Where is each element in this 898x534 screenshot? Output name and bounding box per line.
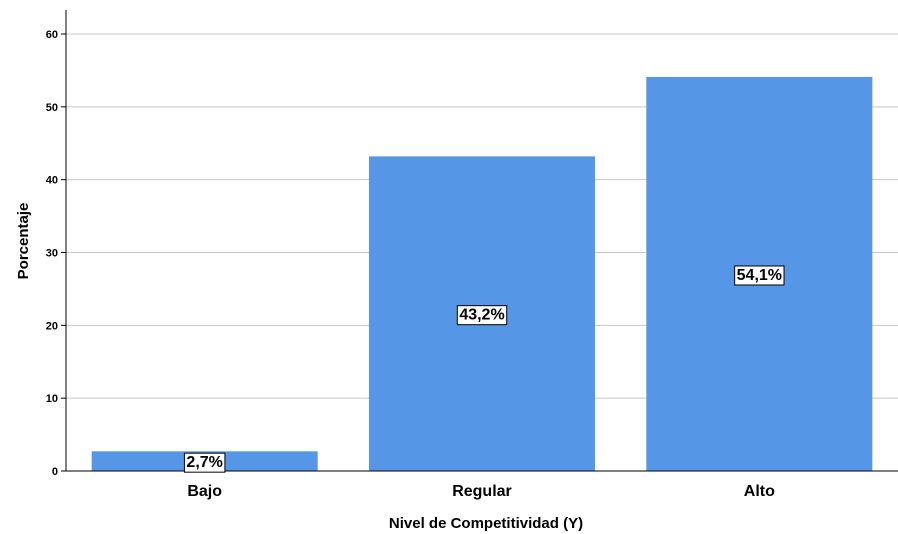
y-tick-label: 40 [46, 175, 58, 187]
data-label-regular: 43,2% [456, 305, 508, 326]
x-category-label: Alto [744, 483, 775, 500]
x-category-label: Bajo [187, 483, 222, 500]
y-tick-label: 60 [46, 29, 58, 41]
y-axis-title: Porcentaje [15, 203, 32, 280]
x-category-label: Regular [452, 483, 512, 500]
y-tick-label: 0 [52, 466, 58, 478]
y-tick-label: 30 [46, 248, 58, 260]
y-tick-label: 10 [46, 393, 58, 405]
data-labels: 2,7% 43,2% 54,1% [183, 265, 785, 473]
data-label-text: 2,7% [186, 454, 222, 471]
x-axis-categories: Bajo Regular Alto [187, 483, 775, 500]
bars [91, 76, 873, 472]
data-label-bajo: 2,7% [183, 452, 226, 473]
y-tick-label: 20 [46, 320, 58, 332]
y-axis-ticks: 0 10 20 30 40 50 60 [46, 29, 66, 478]
data-label-text: 43,2% [459, 307, 504, 324]
y-tick-label: 50 [46, 102, 58, 114]
x-axis-title: Nivel de Competitividad (Y) [389, 515, 583, 532]
data-label-box [183, 452, 226, 473]
data-label-alto: 54,1% [734, 265, 785, 286]
data-label-text: 54,1% [737, 267, 782, 284]
data-label-box [456, 305, 508, 326]
data-label-box [734, 265, 785, 286]
